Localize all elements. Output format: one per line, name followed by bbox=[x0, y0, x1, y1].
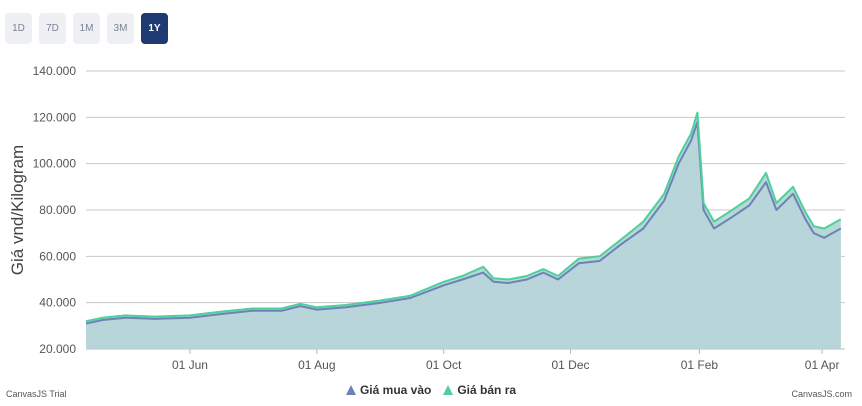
y-tick-label: 140.000 bbox=[33, 64, 77, 78]
y-tick-label: 80.000 bbox=[39, 203, 76, 217]
series-line-1 bbox=[85, 111, 842, 323]
y-tick-label: 60.000 bbox=[39, 249, 76, 263]
range-7d-button[interactable]: 7D bbox=[39, 13, 66, 44]
series-line-0 bbox=[85, 121, 842, 325]
y-tick-label: 100.000 bbox=[33, 157, 77, 171]
x-tick-label: 01 Feb bbox=[681, 358, 719, 372]
y-tick-label: 120.000 bbox=[33, 110, 77, 124]
x-tick-label: 01 Jun bbox=[172, 358, 208, 372]
x-tick-label: 01 Dec bbox=[551, 358, 589, 372]
y-tick-label: 20.000 bbox=[39, 342, 76, 356]
legend: Giá mua vào Giá bán ra bbox=[0, 383, 862, 397]
x-tick-labels: 01 Jun 01 Aug 01 Oct 01 Dec 01 Feb 01 Apr bbox=[172, 349, 840, 372]
range-1y-button[interactable]: 1Y bbox=[141, 13, 168, 44]
series-lines bbox=[85, 111, 842, 325]
range-3m-button[interactable]: 3M bbox=[107, 13, 134, 44]
legend-label-sell: Giá bán ra bbox=[457, 383, 517, 397]
range-1d-button[interactable]: 1D bbox=[5, 13, 32, 44]
y-tick-labels: 20.000 40.000 60.000 80.000 100.000 120.000 14… bbox=[33, 64, 77, 356]
y-tick-label: 40.000 bbox=[39, 296, 76, 310]
legend-item-sell[interactable]: Giá bán ra bbox=[443, 383, 516, 397]
legend-marker-sell bbox=[443, 385, 454, 395]
x-tick-label: 01 Apr bbox=[805, 358, 840, 372]
series-areas bbox=[86, 112, 841, 349]
legend-marker-buy bbox=[345, 385, 356, 395]
legend-item-buy[interactable]: Giá mua vào bbox=[345, 383, 432, 397]
watermark-trial: CanvasJS Trial bbox=[6, 389, 67, 399]
watermark-canvasjs[interactable]: CanvasJS.com bbox=[791, 389, 852, 399]
range-1m-button[interactable]: 1M bbox=[73, 13, 100, 44]
x-tick-label: 01 Oct bbox=[426, 358, 462, 372]
x-tick-label: 01 Aug bbox=[298, 358, 335, 372]
series-area-0 bbox=[86, 122, 841, 349]
range-selector: 1D 7D 1M 3M 1Y bbox=[5, 13, 168, 44]
legend-label-buy: Giá mua vào bbox=[359, 383, 432, 397]
